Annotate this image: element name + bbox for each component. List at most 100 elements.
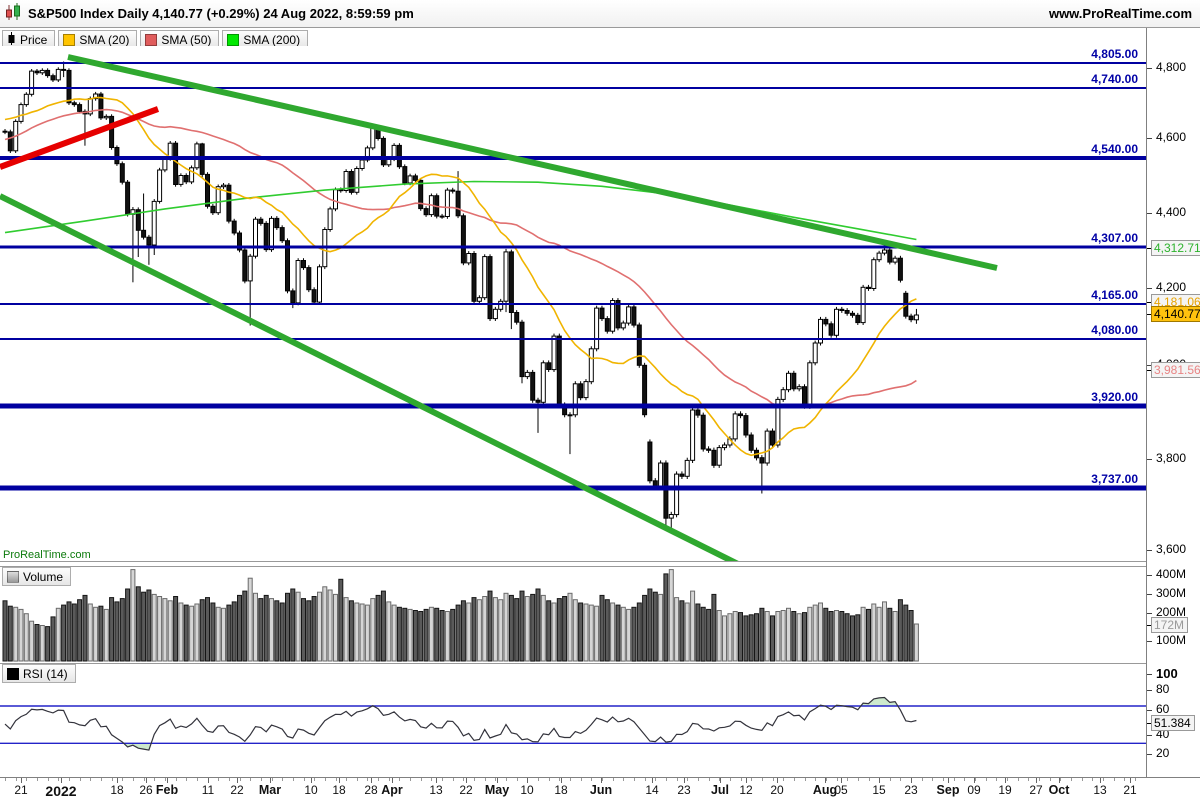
- website-link[interactable]: www.ProRealTime.com: [1048, 6, 1192, 21]
- volume-bar: [876, 606, 882, 662]
- candle: [716, 447, 722, 466]
- volume-bar: [119, 598, 125, 662]
- candle: [370, 127, 376, 149]
- volume-bar: [727, 613, 733, 662]
- axis-tick: [1147, 594, 1152, 595]
- volume-bar: [237, 594, 242, 662]
- candle: [738, 413, 743, 417]
- volume-bar: [231, 601, 237, 662]
- time-axis-label: 19: [998, 783, 1012, 797]
- volume-bar: [109, 597, 115, 662]
- volume-pane-canvas[interactable]: [0, 566, 1146, 663]
- volume-bar: [871, 603, 877, 662]
- rsi-indicator-chip[interactable]: RSI (14): [2, 664, 76, 683]
- candle: [535, 399, 541, 403]
- volume-bar: [556, 598, 562, 662]
- volume-bar: [834, 610, 839, 662]
- volume-bar: [396, 606, 402, 662]
- volume-bar: [572, 599, 578, 662]
- candle: [482, 256, 488, 299]
- candle: [231, 220, 237, 234]
- time-axis-label: 23: [904, 783, 918, 797]
- candle: [173, 142, 179, 185]
- legend-item-sma20[interactable]: SMA (20): [58, 30, 138, 49]
- candle: [157, 169, 163, 202]
- rsi-pane-canvas[interactable]: [0, 663, 1146, 777]
- volume-bar: [173, 596, 179, 662]
- axis-tick: [1147, 710, 1152, 711]
- candle: [546, 362, 552, 370]
- time-axis-label: Jul: [710, 783, 730, 797]
- volume-bar: [700, 606, 706, 662]
- candle: [690, 409, 696, 461]
- volume-bar: [524, 596, 530, 662]
- candle: [610, 300, 616, 332]
- volume-bar: [162, 598, 168, 662]
- volume-bar: [146, 589, 152, 662]
- axis-tick-label: 100M: [1156, 633, 1187, 647]
- volume-bar: [61, 604, 67, 662]
- volume-bar: [7, 605, 13, 662]
- volume-bar: [722, 615, 727, 662]
- candle: [359, 159, 365, 169]
- candle: [77, 104, 83, 112]
- volume-bar: [418, 611, 424, 662]
- red-ascending-trendline: [0, 106, 160, 170]
- candle: [45, 69, 51, 77]
- volume-bar: [535, 588, 541, 662]
- candle: [764, 430, 770, 464]
- volume-bar: [455, 604, 461, 662]
- candle: [818, 318, 823, 344]
- axis-value-box: 4,140.77: [1151, 306, 1200, 322]
- candle: [263, 222, 269, 251]
- volume-bar: [663, 573, 669, 662]
- candle: [471, 253, 477, 302]
- time-axis-label: Sep: [936, 783, 960, 797]
- axis-tick-label: 3,800: [1156, 451, 1187, 465]
- candle: [34, 70, 40, 74]
- volume-bar: [514, 598, 520, 662]
- candle: [402, 166, 408, 184]
- candle: [215, 186, 221, 214]
- time-axis-label: 27: [1029, 783, 1043, 797]
- price-candle-icon: [7, 31, 16, 48]
- volume-bar: [450, 608, 456, 662]
- volume-bar: [460, 600, 466, 662]
- volume-bar: [642, 594, 648, 662]
- legend-row: Price SMA (20) SMA (50) SMA (200): [2, 30, 309, 49]
- volume-bar: [626, 608, 632, 662]
- axis-tick-label: 200M: [1156, 605, 1187, 619]
- candle: [194, 143, 200, 169]
- candle: [354, 168, 360, 193]
- lower-descending-green-trendline: [0, 193, 741, 562]
- candle: [786, 372, 791, 391]
- candle: [823, 318, 829, 325]
- volume-bar: [295, 591, 301, 662]
- candle: [663, 462, 669, 519]
- candle: [290, 290, 296, 304]
- price-axis[interactable]: 4,8004,6004,4004,2004,0003,8003,600400M3…: [1146, 28, 1200, 777]
- main-chart-canvas[interactable]: [0, 46, 1146, 562]
- legend-item-sma200[interactable]: SMA (200): [222, 30, 309, 49]
- candle: [572, 383, 578, 416]
- time-axis-label: 15: [872, 783, 886, 797]
- volume-bar: [471, 597, 477, 662]
- axis-tick: [1147, 690, 1152, 691]
- time-axis[interactable]: 21 2022 18 26 Feb 11 22 Mar 10 18 28 Apr 13 22 May 10 18…: [0, 777, 1200, 800]
- candle: [114, 147, 120, 165]
- candle: [333, 189, 338, 210]
- candle: [98, 93, 104, 119]
- volume-bar: [157, 596, 163, 662]
- volume-bar: [887, 607, 893, 662]
- candle: [567, 414, 573, 417]
- candle: [348, 171, 354, 193]
- candle: [876, 252, 882, 261]
- volume-indicator-chip[interactable]: Volume: [2, 567, 72, 586]
- candle: [866, 286, 871, 289]
- axis-tick-label: 400M: [1156, 567, 1187, 581]
- volume-bar: [759, 607, 765, 662]
- candle: [18, 104, 24, 122]
- volume-bar: [908, 610, 914, 662]
- time-axis-label: 10: [520, 783, 534, 797]
- candle: [141, 229, 147, 238]
